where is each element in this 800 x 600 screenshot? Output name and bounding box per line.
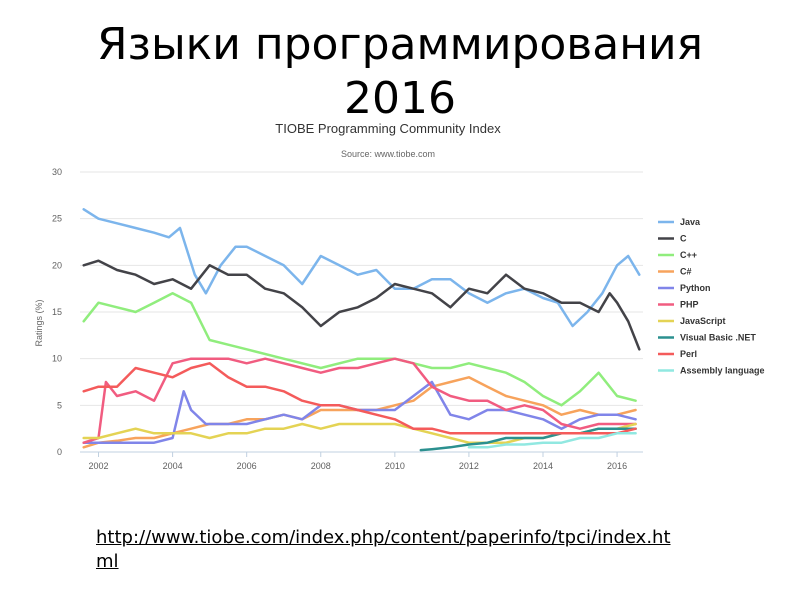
legend-item-javascript[interactable]: JavaScript: [658, 316, 726, 326]
y-tick-label: 30: [52, 167, 62, 177]
x-tick-label: 2012: [459, 461, 479, 471]
y-tick-labels: 0 5 10 15 20 25 30: [52, 167, 62, 457]
legend-label: C: [680, 234, 687, 244]
legend-label: Perl: [680, 349, 697, 359]
y-tick-label: 10: [52, 354, 62, 364]
legend-label: Python: [680, 283, 711, 293]
legend-item-python[interactable]: Python: [658, 283, 711, 293]
legend-label: JavaScript: [680, 316, 726, 326]
x-tick-label: 2004: [163, 461, 183, 471]
series-line-perl: [82, 362, 637, 435]
chart-title: TIOBE Programming Community Index: [275, 121, 501, 136]
x-tick-label: 2010: [385, 461, 405, 471]
series-line-c-: [82, 376, 637, 449]
x-tick-labels: 2002 2004 2006 2008 2010 2012 2014 2016: [89, 452, 627, 471]
legend-item-c-[interactable]: C#: [658, 267, 692, 277]
series-line-java: [82, 208, 641, 328]
source-link[interactable]: http://www.tiobe.com/index.php/content/p…: [96, 527, 671, 572]
legend-label: C++: [680, 250, 697, 260]
legend-item-php[interactable]: PHP: [658, 300, 699, 310]
y-tick-label: 5: [57, 400, 62, 410]
x-tick-label: 2008: [311, 461, 331, 471]
legend-item-java[interactable]: Java: [658, 217, 701, 227]
legend-item-c[interactable]: C: [658, 234, 687, 244]
legend-label: Java: [680, 217, 701, 227]
chart-subtitle: Source: www.tiobe.com: [341, 149, 435, 159]
series-line-c: [82, 259, 641, 351]
series-line-c-: [82, 292, 637, 407]
y-tick-label: 15: [52, 307, 62, 317]
legend-label: Visual Basic .NET: [680, 333, 756, 343]
legend-item-perl[interactable]: Perl: [658, 349, 697, 359]
slide-title: Языки программирования 2016: [0, 18, 800, 126]
chart-container: TIOBE Programming Community Index Source…: [30, 112, 790, 472]
slide-title-line1: Языки программирования: [96, 19, 704, 70]
legend-item-visual-basic-net[interactable]: Visual Basic .NET: [658, 333, 756, 343]
legend-label: PHP: [680, 300, 699, 310]
legend-item-c-[interactable]: C++: [658, 250, 697, 260]
x-tick-label: 2006: [237, 461, 257, 471]
series-line-php: [82, 357, 637, 444]
series-line-visual-basic-net: [419, 427, 637, 452]
legend: Java C C++ C# Python PHP JavaScript Visual Basi…: [658, 217, 765, 376]
y-tick-label: 0: [57, 447, 62, 457]
legend-item-assembly-language[interactable]: Assembly language: [658, 366, 765, 376]
x-tick-label: 2014: [533, 461, 553, 471]
y-tick-label: 20: [52, 260, 62, 270]
legend-label: C#: [680, 267, 692, 277]
series-line-assembly-language: [467, 432, 637, 449]
legend-label: Assembly language: [680, 366, 765, 376]
line-chart: TIOBE Programming Community Index Source…: [34, 121, 765, 471]
x-tick-label: 2002: [89, 461, 109, 471]
y-tick-label: 25: [52, 214, 62, 224]
slide-title-line2: 2016: [344, 73, 456, 124]
x-tick-label: 2016: [607, 461, 627, 471]
series-lines: [82, 208, 641, 452]
y-axis-label: Ratings (%): [34, 299, 44, 346]
